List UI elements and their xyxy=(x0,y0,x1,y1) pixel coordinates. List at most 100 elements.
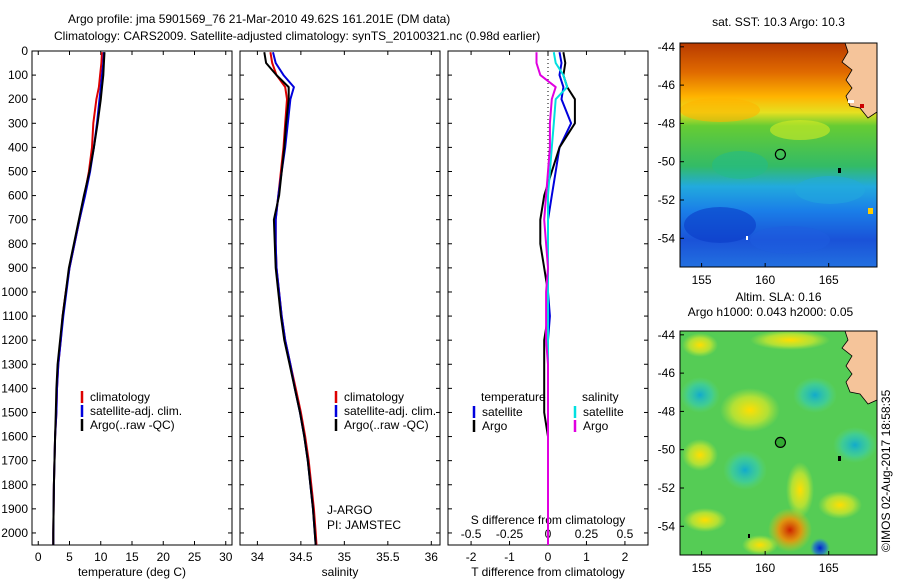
difference-xlabel: T difference from climatology xyxy=(471,565,625,579)
map-x-tick-label: 165 xyxy=(819,561,839,575)
x-tick-label: 5 xyxy=(66,550,73,564)
x-tick-label: 15 xyxy=(125,550,139,564)
s-tick-label: -0.25 xyxy=(496,527,524,541)
sst-cold-patch xyxy=(684,207,756,243)
legend-label: Argo xyxy=(482,419,508,433)
map-y-tick-label: -44 xyxy=(658,328,676,342)
y-tick-label: 1200 xyxy=(1,333,28,347)
y-tick-label: 0 xyxy=(21,44,28,58)
s-tick-label: 0.5 xyxy=(617,527,634,541)
y-tick-label: 1000 xyxy=(1,285,28,299)
y-tick-label: 200 xyxy=(8,92,28,106)
sla_map-subtitle: Argo h1000: 0.043 h2000: 0.05 xyxy=(688,305,854,319)
pi-annotation: J-ARGO xyxy=(327,503,372,517)
map-y-tick-label: -50 xyxy=(658,155,676,169)
x-tick-label: 0 xyxy=(545,550,552,564)
x-tick-label: 35 xyxy=(338,550,352,564)
sla-warm-eddy xyxy=(768,508,812,552)
s-tick-label: 0.25 xyxy=(575,527,599,541)
sst-green-patch xyxy=(712,151,768,179)
map-y-tick-label: -54 xyxy=(658,231,676,245)
map-x-tick-label: 160 xyxy=(755,273,775,287)
sst-land xyxy=(841,43,877,119)
x-tick-label: -2 xyxy=(466,550,477,564)
sla-patch xyxy=(793,377,837,413)
legend-label: Argo xyxy=(583,419,609,433)
y-tick-label: 1600 xyxy=(1,430,28,444)
y-tick-label: 1500 xyxy=(1,405,28,419)
sla-argo-marker xyxy=(774,436,787,448)
legend-label: satellite xyxy=(482,405,523,419)
sst-axes: sat. SST: 10.3 Argo: 10.3 155 160 165 -44 -46… xyxy=(658,15,846,287)
x-tick-label: -1 xyxy=(504,550,515,564)
series-argo-raw-qc- xyxy=(263,52,317,546)
y-tick-label: 2000 xyxy=(1,526,28,540)
y-tick-label: 300 xyxy=(8,116,28,130)
x-tick-label: 35.5 xyxy=(376,550,400,564)
map-y-tick-label: -54 xyxy=(658,519,676,533)
map-y-tick-label: -48 xyxy=(658,404,676,418)
difference-panel: -2 -1 0 1 2T difference from climatology -0.5… xyxy=(447,50,649,579)
legend-header-temperature: temperature xyxy=(481,390,546,404)
legend-label: climatology xyxy=(90,390,150,404)
sla-patch xyxy=(720,388,780,432)
sla-frame xyxy=(679,330,878,556)
pi-annotation: PI: JAMSTEC xyxy=(327,518,401,532)
y-tick-label: 1700 xyxy=(1,454,28,468)
s-tick-label: -0.5 xyxy=(461,527,482,541)
y-tick-label: 700 xyxy=(8,213,28,227)
map-x-tick-label: 155 xyxy=(692,561,712,575)
sst-frame xyxy=(679,42,878,268)
sst-island-pixel xyxy=(868,208,873,214)
y-tick-label: 1900 xyxy=(1,502,28,516)
sla-map xyxy=(679,330,878,556)
series-argo-raw-qc- xyxy=(52,52,106,545)
x-tick-label: 34 xyxy=(251,550,265,564)
sla-patch xyxy=(833,427,877,463)
map-y-tick-label: -48 xyxy=(658,116,676,130)
y-tick-label: 100 xyxy=(8,68,28,82)
map-x-tick-label: 160 xyxy=(755,561,775,575)
y-tick-label: 1800 xyxy=(1,478,28,492)
map-y-tick-label: -46 xyxy=(658,78,676,92)
series-temperature-satellite xyxy=(547,52,573,545)
x-tick-label: 10 xyxy=(94,550,108,564)
y-tick-label: 1400 xyxy=(1,381,28,395)
map-y-tick-label: -52 xyxy=(658,193,676,207)
series-climatology xyxy=(52,52,103,545)
sla-island xyxy=(838,456,841,461)
title-line-1: Argo profile: jma 5901569_76 21-Mar-2010… xyxy=(68,12,451,26)
y-tick-label: 800 xyxy=(8,237,28,251)
legend-label: Argo(..raw -QC) xyxy=(344,418,429,432)
sla-patch xyxy=(683,508,727,532)
sla-patch xyxy=(682,439,718,471)
sla-cold-eddy xyxy=(810,538,830,555)
series-salinity-argo xyxy=(535,52,557,545)
x-tick-label: 36 xyxy=(425,550,439,564)
sst_map-title: sat. SST: 10.3 Argo: 10.3 xyxy=(712,15,845,29)
sla_map-title: Altim. SLA: 0.16 xyxy=(735,290,821,304)
sst-gap xyxy=(746,236,748,240)
map-y-tick-label: -44 xyxy=(658,40,676,54)
sst-argo-marker xyxy=(774,148,787,160)
sst-nodata xyxy=(848,100,854,103)
sst-yellow-patch xyxy=(770,120,830,140)
y-tick-label: 1300 xyxy=(1,357,28,371)
legend-label: Argo(..raw -QC) xyxy=(90,418,175,432)
x-tick-label: 20 xyxy=(157,550,171,564)
x-tick-label: 0 xyxy=(35,550,42,564)
sla-patch xyxy=(750,331,830,350)
x-tick-label: 2 xyxy=(622,550,629,564)
sst-hot-pixel xyxy=(860,104,864,108)
legend-label: satellite-adj. clim. xyxy=(90,404,182,418)
sst-blue-patch xyxy=(750,226,830,254)
map-y-tick-label: -52 xyxy=(658,481,676,495)
map-y-tick-label: -46 xyxy=(658,366,676,380)
legend-label: satellite-adj. clim. xyxy=(344,404,436,418)
x-tick-label: 25 xyxy=(188,550,202,564)
sla-patch xyxy=(682,333,718,357)
sla-land xyxy=(841,331,877,405)
legend-label: satellite xyxy=(583,405,624,419)
